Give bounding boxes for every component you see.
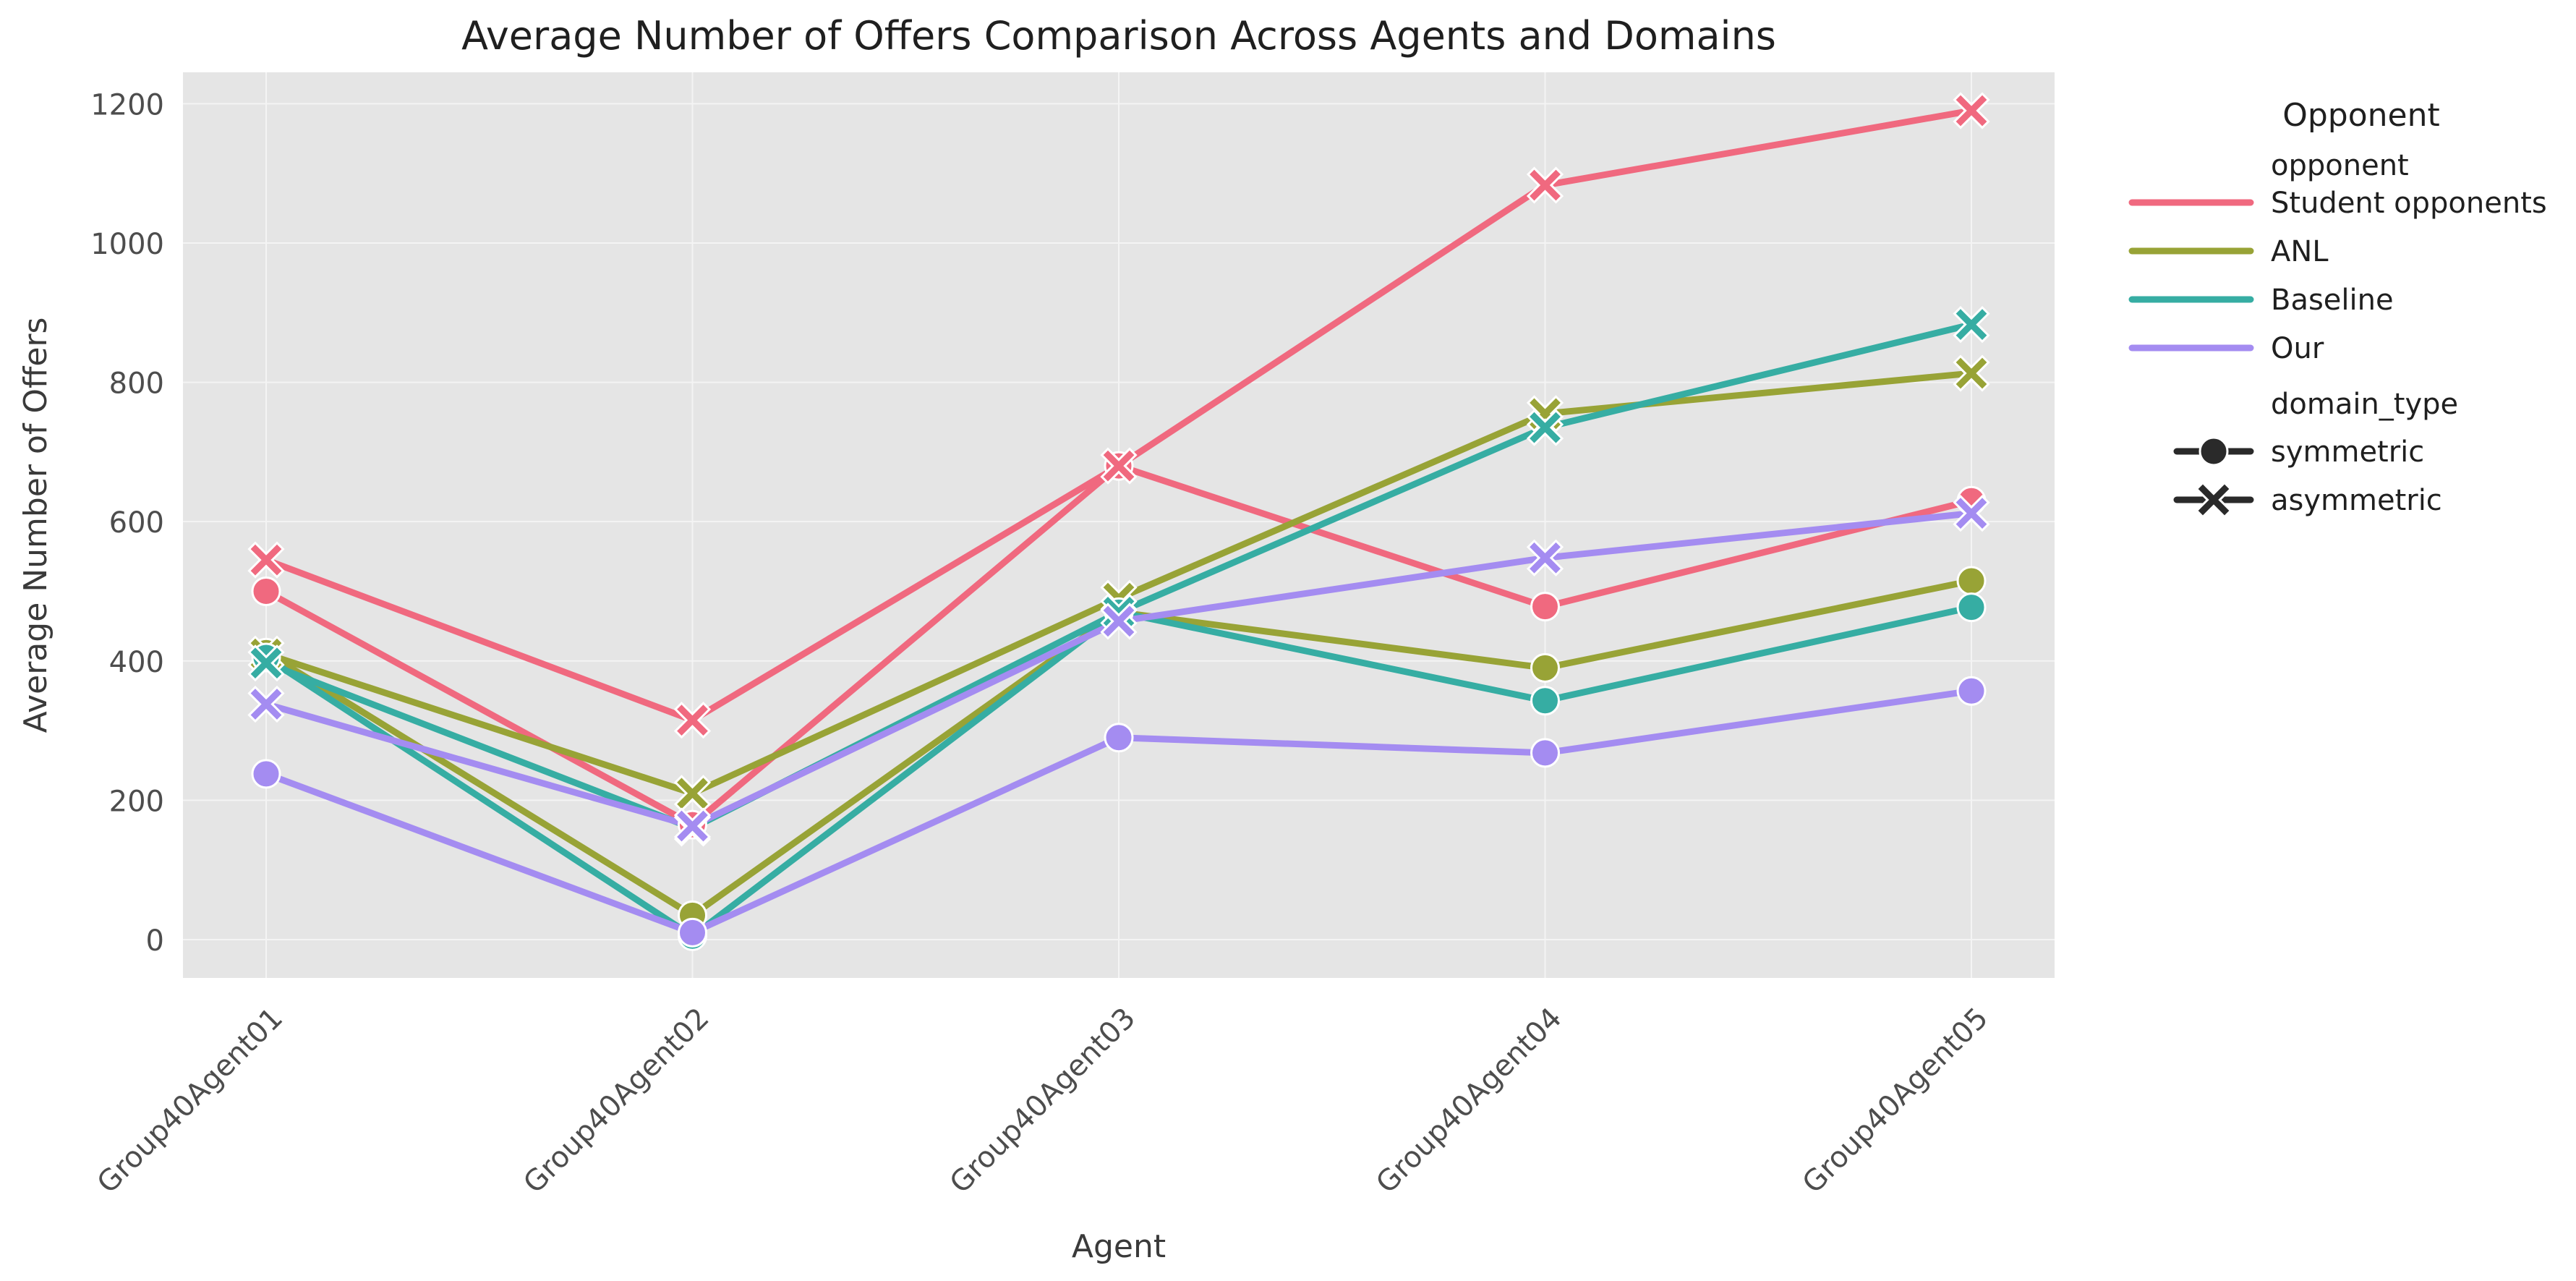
data-point-baseline-asymmetric bbox=[1953, 306, 1990, 344]
x-tick-label: Group40Agent04 bbox=[1370, 1002, 1568, 1200]
data-point-baseline-asymmetric bbox=[247, 644, 285, 682]
x-tick-label: Group40Agent01 bbox=[91, 1002, 289, 1200]
y-tick-label: 400 bbox=[109, 646, 164, 679]
data-point-our-asymmetric bbox=[247, 685, 285, 723]
data-point-student-opponents-asymmetric bbox=[1100, 447, 1138, 485]
legend-label-student-opponents: Student opponents bbox=[2271, 187, 2547, 220]
data-point-anl-symmetric bbox=[1530, 652, 1560, 683]
legend-style-header: domain_type bbox=[2271, 388, 2458, 421]
data-point-student-opponents-symmetric bbox=[1530, 592, 1560, 622]
data-point-baseline-symmetric bbox=[1956, 592, 1987, 623]
data-point-our-symmetric bbox=[1530, 738, 1560, 768]
x-tick-label: Group40Agent05 bbox=[1796, 1002, 1995, 1200]
data-point-our-asymmetric bbox=[1526, 539, 1564, 576]
x-axis-label: Agent bbox=[1072, 1228, 1166, 1265]
legend-label-asymmetric: asymmetric bbox=[2271, 484, 2442, 517]
series-markers bbox=[247, 92, 1990, 951]
data-point-our-symmetric bbox=[1956, 676, 1987, 706]
data-point-our-asymmetric bbox=[1100, 603, 1138, 640]
data-point-student-opponents-asymmetric bbox=[247, 541, 285, 579]
data-point-student-opponents-asymmetric bbox=[1953, 92, 1990, 129]
data-point-student-opponents-asymmetric bbox=[673, 702, 712, 739]
y-tick-label: 800 bbox=[109, 367, 164, 401]
x-tick-label: Group40Agent03 bbox=[944, 1002, 1142, 1200]
legend-label-baseline: Baseline bbox=[2271, 284, 2394, 317]
legend-hue-header: opponent bbox=[2271, 149, 2409, 182]
legend-marker-x bbox=[2195, 481, 2232, 519]
data-point-student-opponents-symmetric bbox=[251, 576, 281, 606]
data-point-our-asymmetric bbox=[1953, 495, 1990, 532]
legend-label-our: Our bbox=[2271, 332, 2324, 365]
y-tick-label: 1200 bbox=[90, 88, 164, 122]
data-point-our-symmetric bbox=[251, 759, 281, 789]
data-point-anl-asymmetric bbox=[673, 775, 712, 812]
data-point-anl-symmetric bbox=[1956, 566, 1987, 596]
data-point-anl-asymmetric bbox=[1953, 354, 1990, 392]
data-point-student-opponents-asymmetric bbox=[1526, 166, 1564, 204]
data-point-our-symmetric bbox=[678, 917, 707, 948]
legend-marker-circle bbox=[2198, 436, 2229, 467]
y-tick-label: 0 bbox=[146, 924, 164, 958]
legend-label-anl: ANL bbox=[2271, 235, 2329, 268]
legend-title: Opponent bbox=[2282, 97, 2440, 134]
data-point-our-symmetric bbox=[1104, 723, 1134, 753]
y-tick-label: 1000 bbox=[90, 228, 164, 261]
y-axis-label: Average Number of Offers bbox=[17, 318, 54, 733]
legend: Opponent opponent Student opponents ANL Ba… bbox=[2128, 97, 2547, 519]
chart-title: Average Number of Offers Comparison Acro… bbox=[461, 13, 1776, 59]
x-axis-ticks: Group40Agent01 Group40Agent02 Group40Agent… bbox=[91, 1002, 1995, 1200]
y-axis-ticks: 0 200 400 600 800 1000 1200 bbox=[90, 88, 164, 958]
data-point-baseline-asymmetric bbox=[1526, 409, 1564, 446]
data-point-our-asymmetric bbox=[673, 807, 712, 845]
x-tick-label: Group40Agent02 bbox=[517, 1002, 715, 1200]
legend-label-symmetric: symmetric bbox=[2271, 435, 2424, 469]
grid-lines bbox=[183, 72, 2055, 978]
y-tick-label: 200 bbox=[109, 785, 164, 818]
y-tick-label: 600 bbox=[109, 506, 164, 540]
data-point-baseline-symmetric bbox=[1530, 686, 1560, 716]
